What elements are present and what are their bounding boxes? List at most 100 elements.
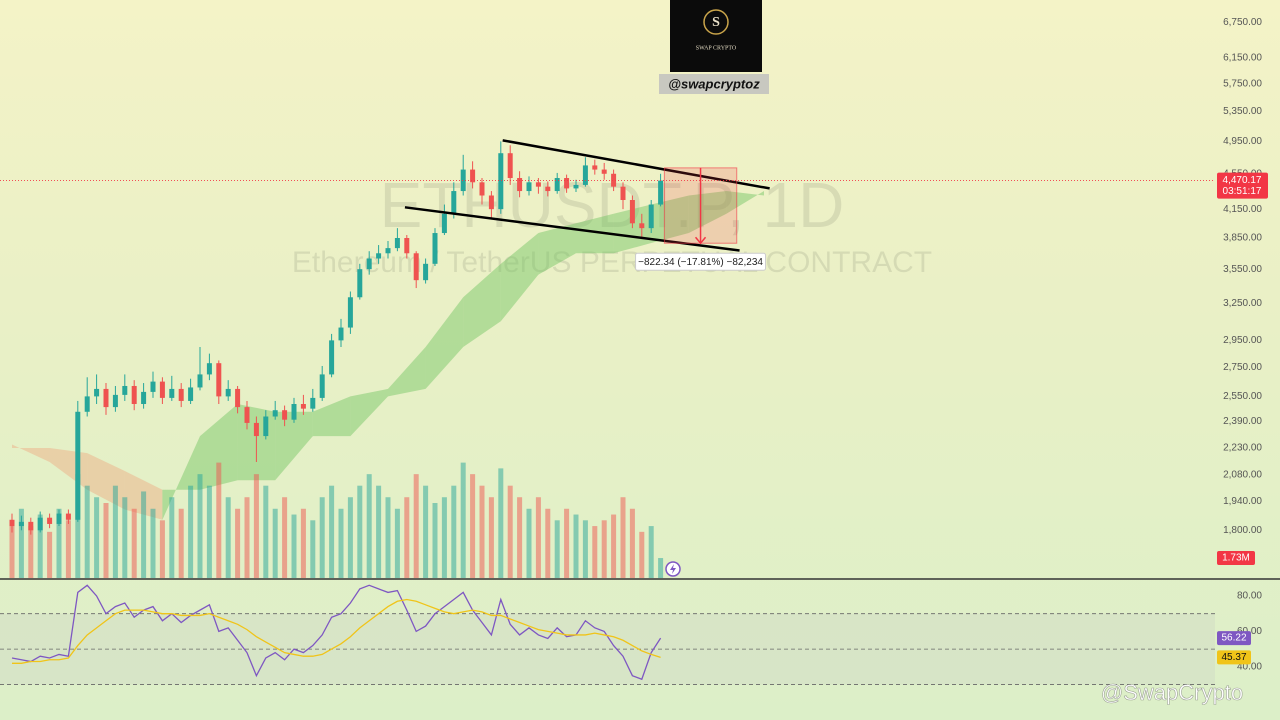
series-line — [12, 598, 661, 664]
logo-name: SWAP CRYPTO — [696, 45, 737, 51]
logo-letter: S — [712, 15, 720, 30]
value-badge — [1217, 631, 1251, 646]
candle-body — [65, 513, 71, 520]
candle-body — [178, 388, 184, 401]
volume-bar — [216, 462, 222, 578]
candle-body — [357, 269, 363, 298]
volume-bar — [188, 485, 194, 578]
volume-bar — [441, 497, 447, 578]
cloud-segment — [350, 388, 388, 437]
candle-body — [639, 223, 645, 229]
y-tick-label: 2,950.00 — [1223, 335, 1262, 346]
volume-bar — [366, 474, 372, 578]
volume-bar — [272, 508, 278, 578]
candle-body — [376, 253, 382, 259]
candle-body — [141, 391, 147, 405]
candle-body — [103, 388, 109, 408]
candle-body — [28, 521, 34, 531]
volume-bar — [131, 508, 137, 578]
volume-bar — [282, 497, 288, 578]
candle-body — [432, 233, 438, 264]
volume-bar — [423, 485, 429, 578]
volume-bar — [112, 485, 118, 578]
volume-bar — [582, 520, 588, 578]
y-tick-label: 4,950.00 — [1223, 136, 1262, 147]
volume-bar — [319, 497, 325, 578]
y-tick-label: 80.00 — [1237, 591, 1262, 602]
handle-box — [659, 74, 769, 94]
candle-body — [169, 388, 175, 398]
volume-bar — [629, 508, 635, 578]
logo-ring — [703, 9, 729, 35]
volume-bar — [103, 503, 109, 578]
candle-body — [188, 387, 194, 401]
candle-body — [347, 297, 353, 328]
logo: S SWAP CRYPTO @swapcryptoz — [659, 0, 769, 94]
candle-body — [244, 407, 250, 423]
candle-body — [385, 248, 391, 254]
cloud-segment — [500, 233, 539, 322]
volume-bar — [526, 508, 532, 578]
candle-body — [9, 519, 15, 527]
last-price-label: 4,470.17 — [1223, 175, 1262, 186]
volume-bar — [592, 526, 598, 578]
cloud-segment — [312, 396, 351, 437]
cloud-segment — [688, 191, 727, 234]
candle-body — [564, 178, 570, 189]
volume-bar — [611, 514, 617, 578]
candle-body — [56, 513, 62, 524]
candle-body — [159, 381, 165, 398]
volume-bar — [488, 497, 494, 578]
candle-body — [366, 258, 372, 270]
candle-body — [470, 169, 476, 183]
candle-body — [319, 374, 325, 398]
volume-bar — [357, 485, 363, 578]
volume-bar — [178, 508, 184, 578]
candle-body — [272, 410, 278, 417]
candle-body — [648, 204, 654, 229]
candle-body — [404, 238, 410, 254]
candle-body — [300, 404, 306, 409]
volume-bar — [150, 508, 156, 578]
measure-arrowhead — [694, 236, 707, 245]
candle-body — [197, 374, 203, 388]
cloud-segment — [49, 447, 88, 490]
y-tick-label: 2,390.00 — [1223, 416, 1262, 427]
candle-body — [112, 394, 118, 408]
y-tick-label: 2,750.00 — [1223, 362, 1262, 373]
volume-bar — [385, 497, 391, 578]
volume-bar — [253, 474, 259, 578]
volume-bar — [47, 531, 53, 578]
candle-body — [526, 182, 532, 192]
candle-body — [441, 213, 447, 234]
y-tick-label: 40.00 — [1237, 661, 1262, 672]
volume-bar — [244, 497, 250, 578]
value-badge-label: 45.37 — [1221, 652, 1246, 663]
volume-bar — [498, 468, 504, 578]
volume-bar — [206, 485, 212, 578]
candle-body — [507, 153, 513, 179]
volume-bar — [573, 514, 579, 578]
y-tick-label: 5,750.00 — [1223, 78, 1262, 89]
volume-bar — [9, 520, 15, 578]
volume-bar — [601, 520, 607, 578]
volume-bar — [394, 508, 400, 578]
volume-bar — [225, 497, 231, 578]
candle-body — [310, 397, 316, 409]
plot: −822.34 (−17.81%) −82,234 6,750.00 6,150.0… — [0, 17, 1268, 685]
volume-bar — [432, 503, 438, 578]
volume-bar — [620, 497, 626, 578]
candle-body — [658, 180, 664, 205]
candle-body — [122, 385, 128, 395]
cloud-segment — [463, 263, 501, 347]
candle-body — [282, 410, 288, 420]
cloud-segment — [576, 213, 614, 254]
volume-bar — [94, 497, 100, 578]
volume-bar — [75, 474, 81, 578]
candle-body — [620, 186, 626, 200]
volume-label: 1.73M — [1222, 553, 1250, 564]
candle-body — [498, 153, 504, 210]
logo-box — [670, 0, 762, 72]
candle-body — [629, 199, 635, 224]
